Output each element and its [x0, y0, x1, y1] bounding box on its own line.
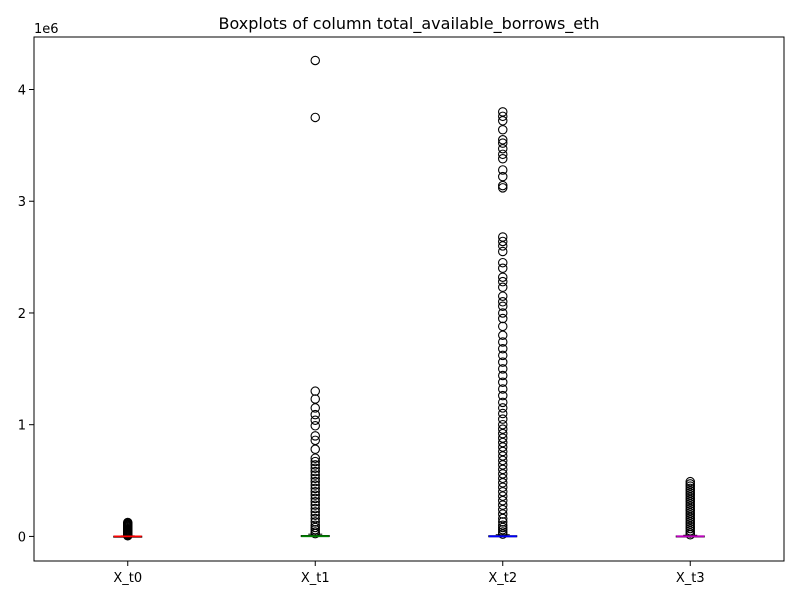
outlier-point: [497, 364, 508, 374]
outlier-point: [497, 171, 508, 182]
outlier-point: [310, 517, 320, 527]
box-X_t3: [675, 476, 705, 540]
outlier-point: [497, 321, 508, 332]
y-scale-label: 1e6: [34, 22, 59, 37]
x-tick-label: X_t1: [301, 571, 330, 586]
x-tick-label: X_t3: [676, 571, 705, 586]
outlier-point: [310, 421, 320, 431]
outlier-point: [310, 386, 320, 396]
outlier-point: [497, 337, 508, 347]
y-tick-label: 4: [18, 84, 26, 99]
x-tick-label: X_t2: [488, 571, 517, 586]
y-axis: 0 1 2 3 4: [18, 84, 34, 545]
outlier-point: [497, 282, 508, 293]
box-X_t1: [300, 55, 330, 539]
x-tick-label: X_t0: [113, 571, 142, 586]
outlier-point: [310, 394, 320, 404]
outlier-point: [310, 513, 320, 524]
outlier-point: [497, 107, 508, 117]
outlier-point: [497, 154, 508, 164]
outlier-point: [685, 481, 695, 491]
outlier-point: [497, 408, 508, 419]
outlier-point: [310, 497, 320, 507]
outlier-point: [497, 308, 508, 318]
outlier-point: [497, 183, 508, 193]
outlier-point: [685, 479, 695, 489]
outlier-point: [310, 435, 320, 446]
outlier-point: [310, 415, 320, 425]
outlier-point: [310, 483, 320, 494]
outlier-point: [497, 111, 508, 122]
outlier-point: [497, 403, 508, 413]
outlier-point: [685, 483, 695, 494]
outlier-point: [497, 313, 508, 324]
outlier-point: [310, 409, 320, 420]
outlier-point: [497, 246, 508, 257]
outlier-point: [497, 390, 508, 401]
outlier-point: [497, 257, 508, 268]
outlier-point: [310, 470, 320, 480]
chart-title: Boxplots of column total_available_borro…: [218, 14, 599, 34]
outlier-point: [497, 232, 508, 242]
outlier-point: [497, 343, 508, 354]
box-X_t0: [113, 517, 143, 541]
outlier-point: [310, 520, 320, 530]
outlier-point: [497, 377, 508, 387]
outlier-point: [497, 135, 508, 145]
outlier-point: [310, 503, 320, 514]
outlier-point: [685, 476, 695, 487]
outlier-point: [310, 510, 320, 520]
outlier-point: [310, 460, 320, 470]
outlier-point: [310, 507, 320, 517]
boxes-layer: [113, 55, 705, 541]
outlier-point: [310, 456, 320, 467]
outlier-point: [310, 431, 320, 441]
outlier-point: [497, 520, 508, 530]
outlier-point: [497, 165, 508, 175]
outlier-point: [497, 263, 508, 274]
outlier-point: [123, 517, 133, 528]
outlier-point: [310, 480, 320, 490]
y-tick-label: 1: [18, 419, 26, 434]
outlier-point: [497, 517, 508, 527]
outlier-point: [497, 149, 508, 160]
plot-frame: [33, 36, 785, 562]
outlier-point: [497, 524, 508, 535]
outlier-point: [497, 424, 508, 434]
outlier-point: [497, 297, 508, 307]
outlier-point: [497, 138, 508, 148]
outlier-point: [497, 370, 508, 381]
outlier-point: [497, 419, 508, 430]
y-tick-label: 3: [18, 195, 26, 210]
y-tick-label: 0: [18, 530, 26, 545]
outlier-point: [497, 357, 508, 367]
outlier-point: [310, 55, 320, 66]
outlier-point: [497, 397, 508, 408]
outlier-point: [497, 236, 508, 247]
y-tick-label: 2: [18, 307, 26, 322]
outlier-point: [497, 414, 508, 424]
outlier-point: [310, 486, 320, 497]
x-axis: X_t0 X_t1 X_t2 X_t3: [113, 561, 705, 586]
outlier-point: [310, 473, 320, 484]
outlier-point: [497, 384, 508, 394]
outlier-point: [310, 500, 320, 510]
outlier-point: [310, 463, 320, 474]
outlier-point: [310, 490, 320, 500]
outlier-point: [497, 276, 508, 287]
outlier-point: [310, 476, 320, 487]
outlier-point: [497, 301, 508, 312]
outlier-point: [310, 466, 320, 477]
box-X_t2: [488, 107, 518, 539]
outlier-point: [310, 112, 320, 123]
outlier-point: [310, 524, 320, 535]
outlier-point: [497, 350, 508, 361]
outlier-point: [310, 493, 320, 504]
